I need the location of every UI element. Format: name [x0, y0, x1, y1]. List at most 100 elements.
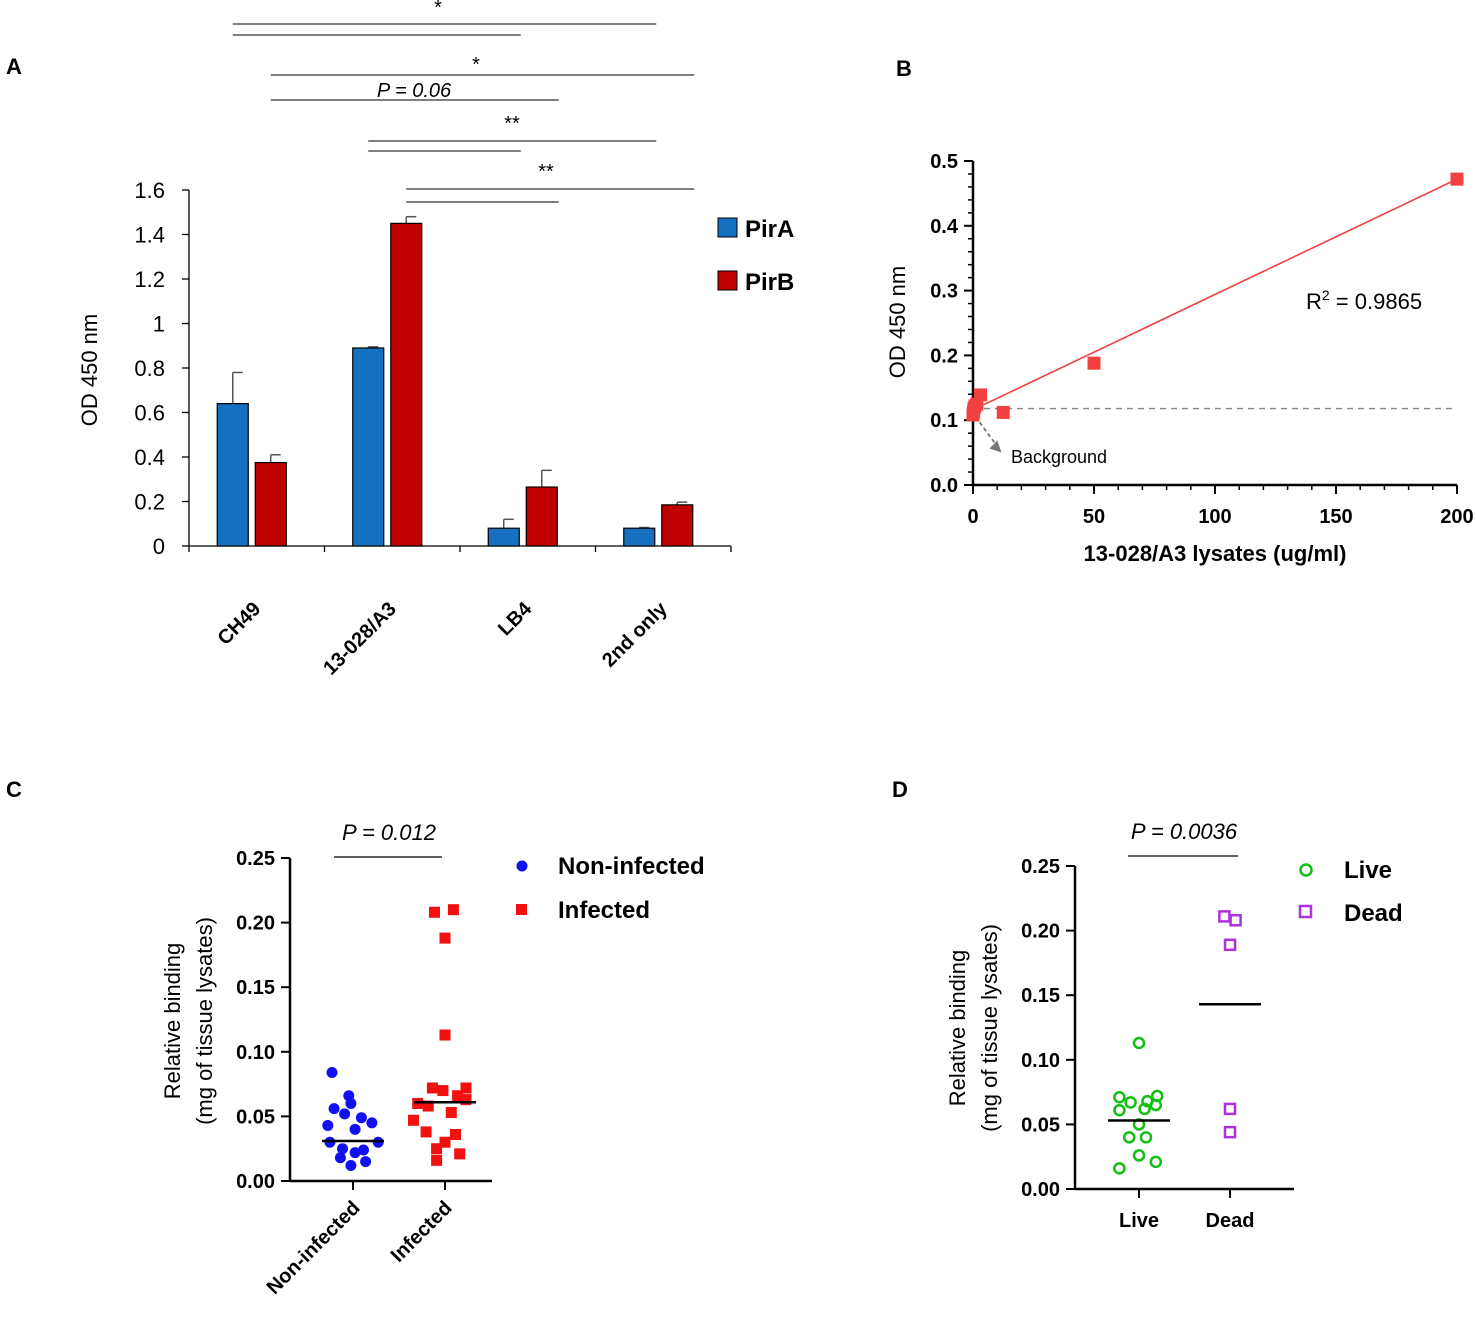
- significance-label: P = 0.06: [377, 80, 452, 102]
- data-point-non-infected: [349, 1147, 361, 1159]
- significance-label: *: [434, 0, 442, 19]
- legend-swatch-pirb: [717, 270, 738, 291]
- panel-b-ytick-label: 0.3: [930, 281, 958, 303]
- panel-d-scatter-chart: 0.00 0.05 0.10 0.15 0.20 0.25 Live Dead Relativ…: [945, 819, 1403, 1232]
- bar-pirb-lb4: [525, 486, 558, 547]
- panel-a-ytick-label: 0.4: [134, 445, 165, 470]
- data-point-dead: [1229, 914, 1242, 927]
- panel-b-xtick-label: 150: [1319, 506, 1352, 528]
- data-point-non-infected: [358, 1144, 369, 1156]
- data-point-dead: [1223, 1102, 1237, 1116]
- data-point-live: [1113, 1162, 1126, 1175]
- data-point-live: [1113, 1103, 1126, 1117]
- data-point-live: [1149, 1155, 1163, 1169]
- y-tick-label: 0.05: [1021, 1114, 1060, 1136]
- y-tick-label: 0.20: [236, 913, 275, 935]
- legend-label-non-infected: Non-infected: [558, 853, 705, 880]
- panel-d-ylabel-line1: Relative binding: [945, 950, 970, 1107]
- panel-b-ytick-label: 0.1: [930, 410, 958, 432]
- panel-letter-a: A: [6, 54, 22, 79]
- panel-d-ylabel-line2: (mg of tissue lysates): [977, 924, 1002, 1132]
- data-point-non-infected: [349, 1123, 361, 1135]
- bar-pira-lb4: [487, 527, 520, 547]
- data-point-live: [1139, 1131, 1153, 1144]
- panel-d-plot: [1108, 910, 1261, 1175]
- panel-a-category-label: 2nd only: [598, 597, 672, 671]
- data-point-live: [1124, 1096, 1137, 1109]
- panel-c-ylabel-line1: Relative binding: [160, 943, 185, 1100]
- data-point: [974, 388, 988, 402]
- y-tick-label: 0.25: [1021, 856, 1060, 878]
- panel-b-background-annotation: Background: [1011, 447, 1107, 467]
- data-point-infected: [429, 906, 440, 918]
- panel-a-ytick-label: 1: [153, 312, 165, 337]
- data-point-infected: [439, 1136, 451, 1148]
- panel-b-ytick-label: 0.2: [930, 345, 958, 367]
- panel-c-axes: 0.00 0.05 0.10 0.15 0.20 0.25 Non-infected Infe…: [236, 848, 492, 1299]
- y-tick-label: 0.15: [1021, 985, 1060, 1007]
- panel-a-category-label: LB4: [494, 597, 537, 640]
- bar-pirb-13-028-a3: [390, 222, 423, 547]
- data-point-non-infected: [366, 1117, 378, 1129]
- data-point-non-infected: [326, 1066, 338, 1078]
- data-point-infected: [420, 1126, 432, 1138]
- data-point-non-infected: [345, 1159, 357, 1171]
- bar-pira-13-028-a3: [352, 347, 385, 547]
- data-point-infected: [426, 1082, 438, 1094]
- data-point-infected: [447, 904, 459, 916]
- legend-label-live: Live: [1344, 857, 1392, 884]
- data-point-non-infected: [334, 1152, 346, 1164]
- data-point-dead: [1223, 1125, 1237, 1139]
- panel-b-ytick-label: 0.5: [930, 151, 958, 173]
- y-tick-label: 0.05: [236, 1106, 275, 1128]
- panel-c-pvalue: P = 0.012: [342, 820, 436, 845]
- panel-a-category-label: CH49: [214, 598, 266, 650]
- data-point-infected: [454, 1148, 466, 1160]
- data-point-infected: [460, 1094, 472, 1106]
- fit-line: [972, 178, 1458, 411]
- data-point-infected: [439, 1029, 451, 1041]
- data-point-non-infected: [337, 1143, 348, 1155]
- significance-label: **: [538, 161, 554, 183]
- panel-b-xtick-label: 200: [1440, 506, 1473, 528]
- panel-b-xtick-label: 0: [967, 506, 978, 528]
- panel-c-scatter-chart: 0.00 0.05 0.10 0.15 0.20 0.25 Non-infected Infe…: [160, 820, 705, 1299]
- significance-label: **: [504, 113, 520, 135]
- panel-a-significance: **P = 0.06****: [232, 0, 695, 203]
- data-point-non-infected: [355, 1112, 367, 1124]
- panel-c-plot: [322, 904, 476, 1171]
- legend-label-dead: Dead: [1344, 900, 1403, 927]
- data-point: [1087, 356, 1101, 370]
- panel-b-r-squared: R2 = 0.9865: [1306, 287, 1422, 314]
- data-point-infected: [452, 1090, 464, 1102]
- legend-label-pira: PirA: [745, 216, 794, 243]
- bar-pira-ch49: [216, 403, 249, 547]
- data-point-live: [1149, 1098, 1163, 1112]
- panel-a-ytick-label: 1.6: [134, 178, 165, 203]
- panel-letter-c: C: [6, 777, 22, 802]
- data-point-infected: [437, 1085, 449, 1097]
- data-point-infected: [439, 932, 451, 944]
- bar-pira-2nd-only: [623, 527, 656, 547]
- panel-a-category-label: 13-028/A3: [319, 598, 401, 680]
- y-tick-label: 0.15: [236, 977, 275, 999]
- data-point-infected: [412, 1097, 424, 1109]
- panel-c-ylabel-line2: (mg of tissue lysates): [192, 917, 217, 1125]
- significance-label: *: [472, 54, 480, 76]
- data-point-infected: [408, 1114, 419, 1126]
- data-point-non-infected: [328, 1103, 340, 1115]
- y-tick-label: 0.00: [1021, 1179, 1060, 1201]
- data-point-live: [1132, 1036, 1146, 1050]
- data-point-infected: [422, 1100, 434, 1112]
- panel-d-axes: 0.00 0.05 0.10 0.15 0.20 0.25 Live Dead: [1021, 856, 1294, 1232]
- data-point-live: [1132, 1149, 1146, 1162]
- panel-letter-d: D: [892, 777, 908, 802]
- legend-label-infected: Infected: [558, 897, 650, 924]
- panel-b-xtick-label: 50: [1083, 506, 1105, 528]
- panel-d-pvalue: P = 0.0036: [1131, 819, 1238, 844]
- y-tick-label: 0.10: [236, 1042, 275, 1064]
- category-label: Non-infected: [263, 1197, 365, 1299]
- data-point-non-infected: [345, 1097, 357, 1109]
- r-squared-sup: 2: [1322, 287, 1330, 303]
- panel-b-ytick-label: 0.4: [930, 216, 959, 238]
